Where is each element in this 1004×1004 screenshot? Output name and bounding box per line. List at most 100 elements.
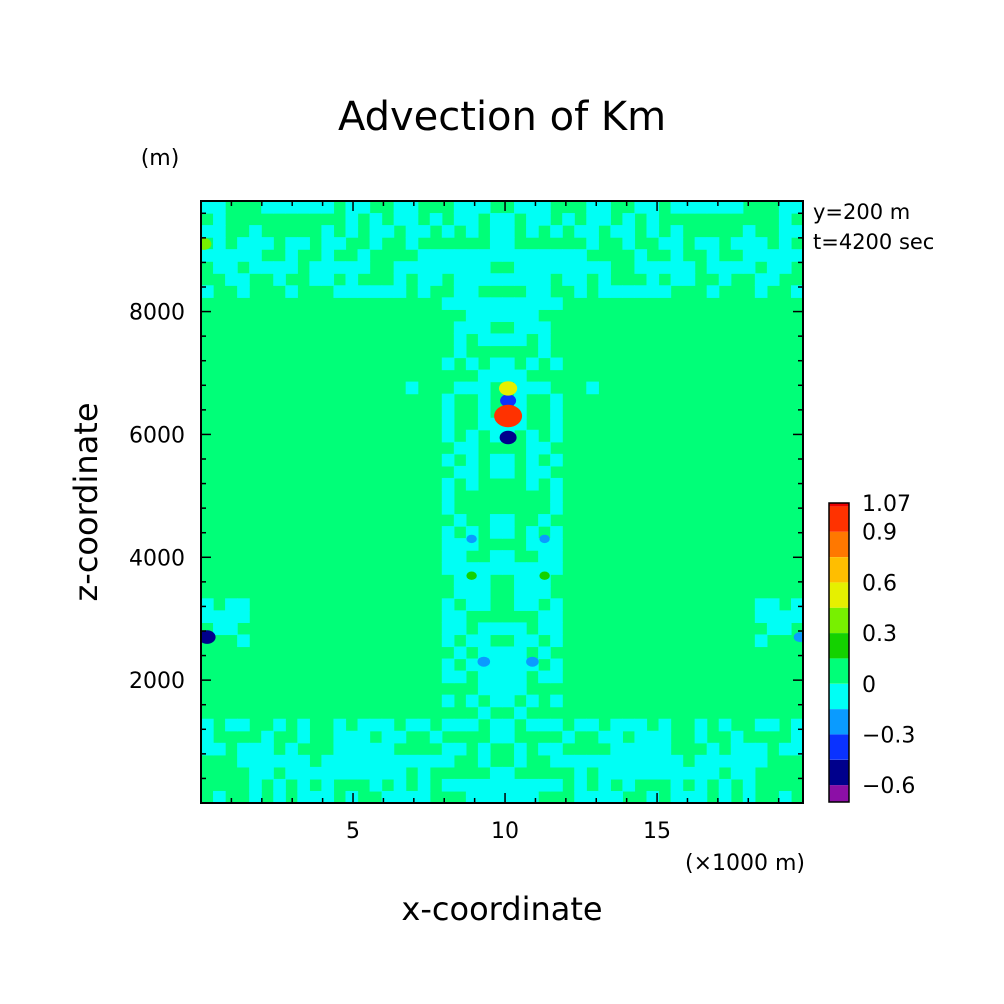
contour-cell [574, 261, 587, 274]
contour-cell [369, 754, 383, 768]
contour-cell [790, 201, 803, 214]
contour-cell [610, 730, 623, 744]
contour-cell [381, 790, 395, 803]
contour-cell [550, 393, 563, 407]
contour-cell [526, 381, 539, 395]
contour-cell [297, 201, 310, 214]
contour-cell [453, 670, 467, 684]
contour-cell [429, 213, 443, 226]
contour-cell [297, 754, 310, 768]
contour-cell [646, 201, 660, 214]
contour-cell [441, 598, 455, 611]
contour-cell [357, 742, 371, 756]
contour-cell [514, 670, 527, 684]
contour-cell [333, 730, 347, 744]
contour-cell [441, 526, 455, 539]
contour-field [201, 201, 803, 803]
contour-cell [754, 754, 768, 768]
contour-cell [489, 514, 503, 527]
contour-cell [405, 754, 419, 768]
contour-cell [514, 562, 527, 575]
contour-cell [742, 754, 756, 768]
contour-cell [610, 742, 623, 756]
contour-cell [429, 261, 443, 274]
field-feature [793, 632, 803, 643]
contour-cell [730, 261, 744, 274]
contour-cell [201, 598, 214, 611]
contour-cell [730, 730, 744, 744]
contour-cell [201, 730, 214, 744]
field-feature [539, 571, 550, 580]
contour-cell [502, 646, 515, 660]
contour-cell [502, 694, 515, 708]
contour-cell [526, 453, 539, 467]
contour-cell [502, 622, 515, 636]
contour-cell [477, 682, 491, 696]
contour-cell [610, 718, 623, 732]
contour-cell [453, 514, 467, 527]
contour-cell [670, 237, 684, 250]
contour-cell [538, 273, 551, 286]
contour-cell [670, 273, 684, 286]
contour-cell [646, 261, 660, 274]
contour-cell [550, 694, 563, 708]
contour-cell [586, 790, 599, 803]
contour-cell [369, 778, 383, 792]
contour-cell [441, 249, 455, 262]
contour-cell [754, 610, 768, 623]
contour-cell [201, 718, 214, 732]
field-feature [201, 630, 216, 644]
contour-cell [574, 766, 587, 780]
contour-cell [489, 357, 503, 371]
contour-cell [754, 237, 768, 250]
contour-cell [321, 201, 335, 214]
contour-cell [417, 790, 431, 803]
contour-cell [502, 562, 515, 575]
contour-cell [754, 634, 768, 648]
contour-cell [453, 213, 467, 226]
contour-cell [345, 201, 359, 214]
contour-cell [321, 237, 335, 250]
contour-cell [477, 273, 491, 286]
contour-cell [502, 249, 515, 262]
contour-cell [477, 249, 491, 262]
contour-cell [297, 730, 310, 744]
contour-cell [538, 646, 551, 660]
contour-cell [586, 225, 599, 238]
contour-cell [538, 285, 551, 298]
contour-cell [381, 754, 395, 768]
contour-cell [526, 562, 539, 575]
contour-cell [345, 790, 359, 803]
contour-cell [285, 285, 298, 298]
contour-cell [706, 742, 720, 756]
contour-cell [610, 754, 623, 768]
contour-cell [622, 237, 636, 250]
contour-cell [646, 742, 660, 756]
contour-cell [538, 742, 551, 756]
contour-cell [489, 333, 503, 347]
colorbar-segment [829, 607, 849, 633]
contour-cell [574, 790, 587, 803]
contour-cell [778, 622, 792, 636]
contour-cell [778, 790, 792, 803]
contour-cell [562, 249, 575, 262]
contour-cell [237, 237, 250, 250]
colorbar-segment [829, 633, 849, 659]
contour-cell [225, 249, 238, 262]
contour-cell [477, 562, 491, 575]
contour-cell [477, 309, 491, 322]
contour-cell [405, 790, 419, 803]
contour-cell [441, 622, 455, 636]
contour-cell [658, 237, 672, 250]
contour-cell [453, 574, 467, 587]
field-feature [201, 238, 212, 250]
colorbar-segment [829, 582, 849, 608]
contour-cell [742, 742, 756, 756]
contour-cell [369, 766, 383, 780]
contour-cell [201, 285, 214, 298]
contour-cell [249, 237, 262, 250]
contour-cell [309, 261, 322, 274]
contour-cell [345, 730, 359, 744]
contour-cell [261, 237, 274, 250]
contour-cell [477, 622, 491, 636]
